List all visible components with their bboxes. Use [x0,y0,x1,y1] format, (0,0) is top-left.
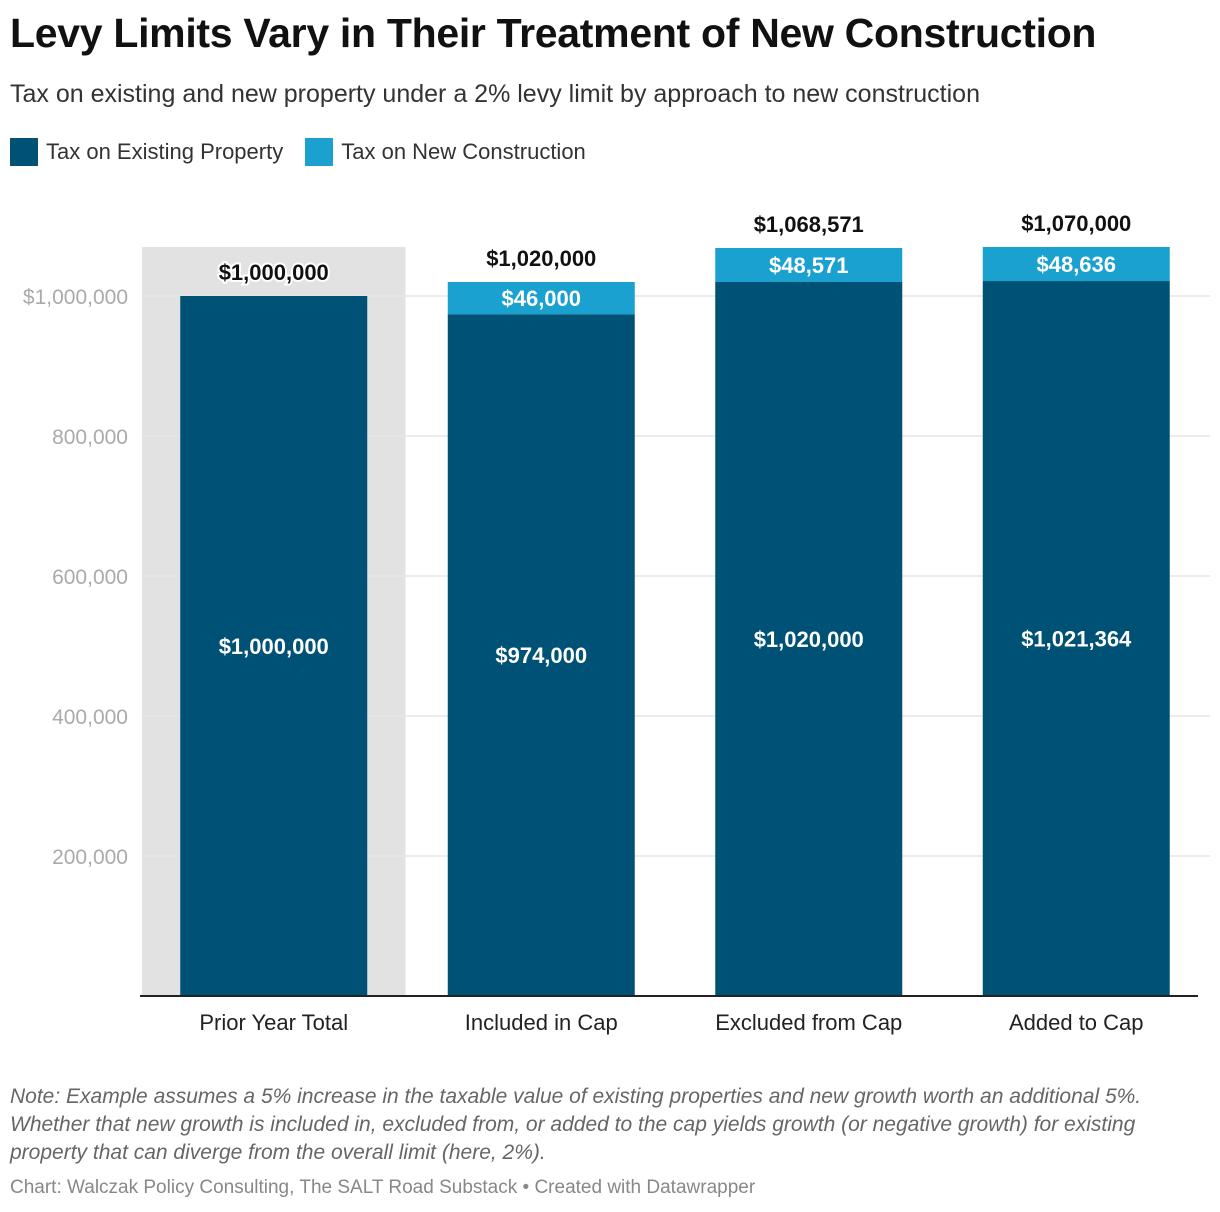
bar-label-existing: $1,020,000 [754,627,864,652]
bar-label-new: $48,571 [769,253,849,278]
x-category-label: Added to Cap [1009,1010,1144,1035]
x-category-label: Prior Year Total [199,1010,348,1035]
chart-title: Levy Limits Vary in Their Treatment of N… [10,10,1097,56]
y-tick-label: 600,000 [52,566,128,589]
legend-swatch-existing [10,138,38,166]
bar-total-label: $1,000,000 [219,260,329,285]
legend-item-existing: Tax on Existing Property [10,138,283,166]
chart-source: Chart: Walczak Policy Consulting, The SA… [10,1177,756,1198]
x-category-label: Excluded from Cap [715,1010,902,1035]
bar-existing-2 [715,282,903,996]
y-tick-label: 800,000 [52,426,128,449]
bar-existing-0 [180,296,368,996]
bar-label-new: $46,000 [501,286,581,311]
bar-label-new: $48,636 [1036,252,1116,277]
bar-total-label: $1,068,571 [754,212,864,237]
chart-subtitle: Tax on existing and new property under a… [10,80,980,108]
legend-item-new: Tax on New Construction [305,138,586,166]
bar-total-label: $1,070,000 [1021,211,1131,236]
legend-swatch-new [305,138,334,166]
legend: Tax on Existing Property Tax on New Cons… [10,138,608,166]
bar-new-3 [982,247,1170,282]
x-category-label: Included in Cap [465,1010,618,1035]
y-tick-label: $1,000,000 [23,286,128,309]
legend-label-new: Tax on New Construction [341,139,586,164]
bar-label-existing: $1,000,000 [219,634,329,659]
y-tick-label: 400,000 [52,706,128,729]
stacked-bar-chart: 200,000 400,000 600,000 800,000 $1,000,000 $1… [23,209,1210,1035]
bar-existing-1 [447,314,635,996]
bar-existing-3 [982,281,1170,997]
bar-new-2 [715,248,903,282]
bar-total-label: $1,020,000 [486,246,596,271]
legend-label-existing: Tax on Existing Property [46,139,284,164]
bar-label-existing: $974,000 [495,643,587,668]
chart-note: Note: Example assumes a 5% increase in t… [10,1085,1142,1164]
y-tick-label: 200,000 [52,846,128,869]
bar-new-1 [447,282,635,315]
bar-label-existing: $1,021,364 [1021,627,1132,652]
